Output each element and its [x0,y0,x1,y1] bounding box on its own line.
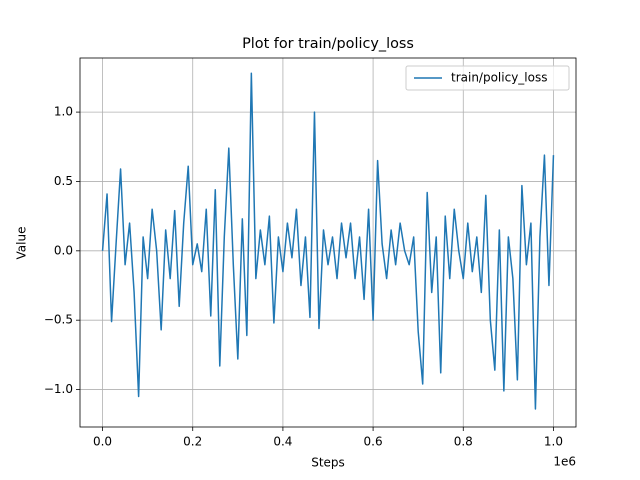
y-axis-label: Value [15,227,29,260]
x-axis-label: Steps [311,456,345,470]
y-tick-label: 0.5 [54,174,73,188]
x-tick-label: 0.2 [183,435,202,449]
axes-frame [79,57,577,428]
x-offset-label: 1e6 [553,455,576,469]
x-tick-label: 1.0 [544,435,563,449]
y-tick-label: −0.5 [44,313,73,327]
legend-box [405,65,570,91]
chart-title: Plot for train/policy_loss [242,36,414,52]
x-tick-label: 0.0 [93,435,112,449]
y-tick-label: 0.0 [54,243,73,257]
legend-label: train/policy_loss [451,71,547,85]
x-tick-label: 0.8 [454,435,473,449]
x-tick-label: 0.4 [273,435,292,449]
y-tick-label: −1.0 [44,382,73,396]
y-tick-label: 1.0 [54,105,73,119]
data-line [101,72,555,410]
x-tick-label: 0.6 [364,435,383,449]
